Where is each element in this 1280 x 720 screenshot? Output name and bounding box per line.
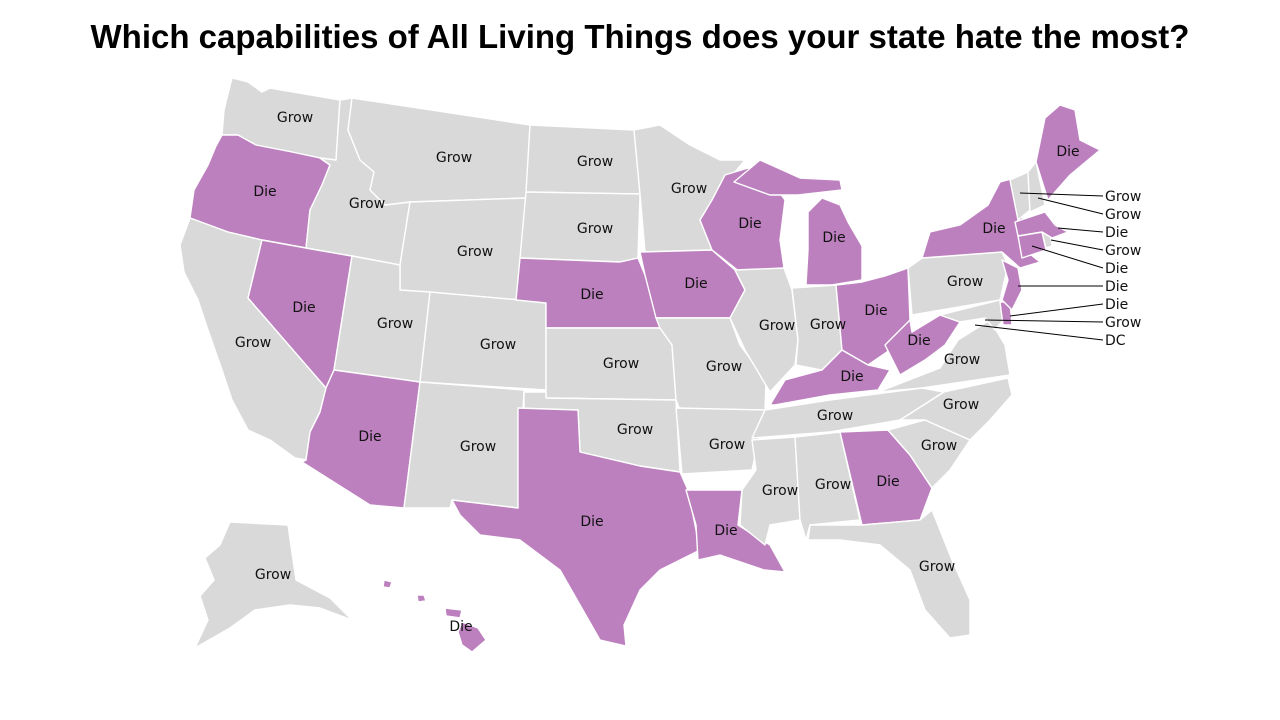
callout-de: Die <box>1105 297 1128 313</box>
label-wy: Grow <box>457 244 493 260</box>
state-mi[interactable] <box>805 197 863 286</box>
label-ia: Die <box>684 276 707 292</box>
state-me[interactable] <box>1035 104 1101 201</box>
label-la: Die <box>714 523 737 539</box>
label-ak: Grow <box>255 567 291 583</box>
state-ar[interactable] <box>675 407 766 475</box>
label-tn: Grow <box>817 408 853 424</box>
northeast-callouts: Grow Grow Die Grow Die Die Die Grow DC <box>974 189 1141 349</box>
state-tn[interactable] <box>751 387 945 439</box>
label-co: Grow <box>480 337 516 353</box>
state-ak[interactable] <box>194 521 353 649</box>
label-wi: Die <box>738 216 761 232</box>
label-sd: Grow <box>577 221 613 237</box>
leader-ma <box>1057 227 1104 233</box>
label-fl: Grow <box>919 559 955 575</box>
state-hi-oahu[interactable] <box>416 594 427 603</box>
label-ar: Grow <box>709 437 745 453</box>
state-fl[interactable] <box>807 509 971 639</box>
state-nc[interactable] <box>899 377 1013 441</box>
leader-vt <box>1019 192 1104 197</box>
callout-vt: Grow <box>1105 189 1141 205</box>
label-pa: Grow <box>947 274 983 290</box>
callout-nh: Grow <box>1105 207 1141 223</box>
leader-ri <box>1050 239 1104 251</box>
state-ky[interactable] <box>769 349 891 406</box>
label-wv: Die <box>907 333 930 349</box>
label-nm: Grow <box>460 439 496 455</box>
label-ks: Grow <box>603 356 639 372</box>
label-ca: Grow <box>235 335 271 351</box>
label-ny: Die <box>982 221 1005 237</box>
callout-ma: Die <box>1105 225 1128 241</box>
label-me: Die <box>1056 144 1079 160</box>
label-al: Grow <box>815 477 851 493</box>
state-nh[interactable] <box>1027 161 1046 213</box>
leader-ct <box>1031 245 1104 269</box>
label-nc: Grow <box>943 397 979 413</box>
state-hi-group <box>382 579 487 653</box>
state-mi-up[interactable] <box>733 159 843 196</box>
state-tx[interactable] <box>451 407 701 647</box>
label-wa: Grow <box>277 110 313 126</box>
leader-md <box>984 319 1104 323</box>
label-hi: Die <box>449 619 472 635</box>
label-nv: Die <box>292 300 315 316</box>
leader-dc <box>974 324 1104 341</box>
callout-ct: Die <box>1105 261 1128 277</box>
state-va[interactable] <box>877 319 1011 393</box>
label-tx: Die <box>580 514 603 530</box>
label-va: Grow <box>944 352 980 368</box>
states-layer <box>179 77 1101 653</box>
callout-ri: Grow <box>1105 243 1141 259</box>
leader-nh <box>1037 197 1104 215</box>
label-mi: Die <box>822 230 845 246</box>
label-mn: Grow <box>671 181 707 197</box>
callout-nj: Die <box>1105 279 1128 295</box>
label-or: Die <box>253 184 276 200</box>
state-wi[interactable] <box>699 167 786 273</box>
state-la[interactable] <box>685 489 786 573</box>
leader-de <box>1009 303 1104 317</box>
label-ky: Die <box>840 369 863 385</box>
label-il: Grow <box>759 318 795 334</box>
label-nd: Grow <box>577 154 613 170</box>
callout-md: Grow <box>1105 315 1141 331</box>
state-il[interactable] <box>729 267 799 393</box>
callout-dc: DC <box>1105 333 1126 349</box>
label-sc: Grow <box>921 438 957 454</box>
map-title: Which capabilities of All Living Things … <box>90 18 1190 55</box>
state-hi-big[interactable] <box>457 621 487 653</box>
label-ut: Grow <box>377 316 413 332</box>
label-id: Grow <box>349 196 385 212</box>
state-md[interactable] <box>939 299 1006 331</box>
state-ma[interactable] <box>1014 211 1069 239</box>
state-hi-kauai[interactable] <box>382 579 393 589</box>
label-az: Die <box>358 429 381 445</box>
state-hi-maui[interactable] <box>444 607 463 619</box>
label-ok: Grow <box>617 422 653 438</box>
label-ms: Grow <box>762 483 798 499</box>
label-oh: Die <box>864 303 887 319</box>
label-mo: Grow <box>706 359 742 375</box>
label-ne: Die <box>580 287 603 303</box>
label-ga: Die <box>876 474 899 490</box>
label-mt: Grow <box>436 150 472 166</box>
state-nj[interactable] <box>1001 259 1023 311</box>
state-labels: Grow Die Grow Die Grow Grow Grow Grow Di… <box>235 110 1080 635</box>
label-in: Grow <box>810 317 846 333</box>
